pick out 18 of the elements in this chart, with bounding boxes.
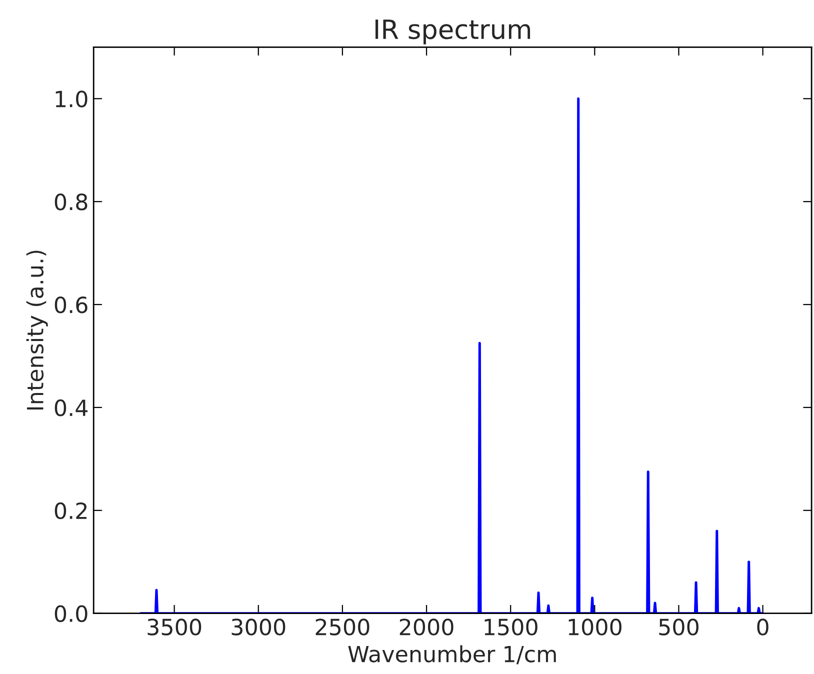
x-tick-label: 3500	[148, 618, 202, 636]
x-tick-label: 1500	[484, 618, 538, 636]
x-tick-label: 500	[659, 618, 698, 636]
x-tick-label: 2000	[400, 618, 454, 636]
y-tick-label: 0.8	[54, 194, 88, 210]
y-tick-label: 0.0	[54, 605, 88, 622]
x-tick-label: 3000	[232, 618, 286, 636]
y-tick-label: 0.6	[54, 296, 88, 314]
y-tick-label: 0.4	[54, 399, 88, 416]
y-axis-title: Intensity (a.u.)	[26, 250, 48, 410]
x-tick-label: 0	[757, 618, 768, 636]
x-tick-label: 1000	[568, 618, 622, 636]
y-tick-label: 0.2	[54, 502, 87, 520]
line-series	[139, 97, 764, 614]
x-tick-label: 2500	[316, 618, 370, 636]
chart-title: IR spectrum	[375, 20, 530, 44]
y-tick-label: 1.0	[56, 90, 88, 108]
x-axis-title: Wavenumber 1/cm	[348, 645, 556, 664]
